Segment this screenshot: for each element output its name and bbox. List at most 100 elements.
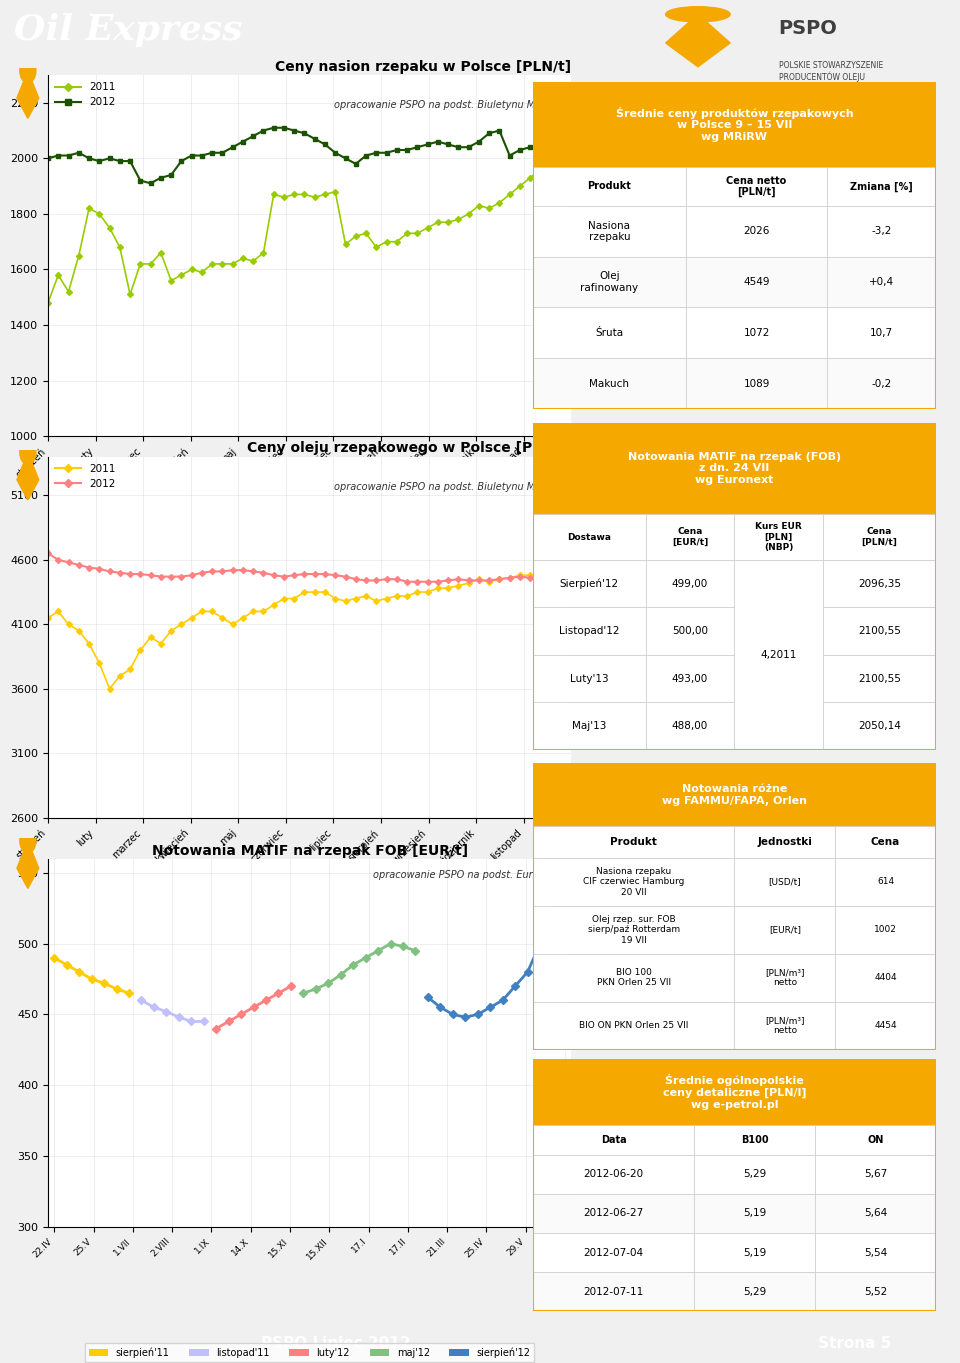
Bar: [734, 514, 823, 560]
Text: Cena: Cena: [871, 837, 900, 846]
Bar: [646, 654, 734, 702]
Bar: [533, 654, 646, 702]
Text: 2012-07-11: 2012-07-11: [584, 1287, 643, 1296]
Text: 499,00: 499,00: [672, 579, 708, 589]
Bar: [815, 1234, 936, 1272]
Bar: [835, 954, 936, 1002]
Bar: [823, 608, 936, 654]
Bar: [533, 166, 686, 206]
Text: Notowania MATIF na rzepak (FOB)
z dn. 24 VII
wg Euronext: Notowania MATIF na rzepak (FOB) z dn. 24…: [628, 451, 841, 485]
Bar: [823, 514, 936, 560]
Bar: [533, 1272, 694, 1311]
Bar: [533, 514, 646, 560]
Text: B100: B100: [741, 1135, 768, 1145]
Text: Cena
[EUR/t]: Cena [EUR/t]: [672, 527, 708, 547]
Bar: [815, 1154, 936, 1194]
Text: Strona 5: Strona 5: [818, 1336, 891, 1352]
Bar: [694, 1272, 815, 1311]
Text: 2012-06-20: 2012-06-20: [584, 1169, 643, 1179]
Bar: [646, 608, 734, 654]
Text: Olej rzep. sur. FOB
sierp/paź Rotterdam
19 VII: Olej rzep. sur. FOB sierp/paź Rotterdam …: [588, 915, 680, 945]
Text: 5,19: 5,19: [743, 1247, 766, 1258]
Circle shape: [665, 7, 731, 22]
Circle shape: [20, 59, 36, 83]
Bar: [533, 608, 646, 654]
Text: Zmiana [%]: Zmiana [%]: [851, 181, 913, 192]
Text: [EUR/t]: [EUR/t]: [769, 925, 801, 934]
Bar: [533, 1154, 694, 1194]
Text: Ceny oleju rzepakowego w Polsce [PLN/t]: Ceny oleju rzepakowego w Polsce [PLN/t]: [248, 442, 571, 455]
Bar: [815, 1194, 936, 1234]
Text: POLSKIE STOWARZYSZENIE
PRODUCENTÓW OLEJU: POLSKIE STOWARZYSZENIE PRODUCENTÓW OLEJU: [779, 61, 883, 82]
Bar: [533, 82, 936, 166]
Bar: [646, 702, 734, 750]
Bar: [828, 206, 936, 256]
Text: Nasiona
rzepaku: Nasiona rzepaku: [588, 221, 631, 243]
Text: Cena netto
[PLN/t]: Cena netto [PLN/t]: [727, 176, 786, 198]
Bar: [694, 1194, 815, 1234]
Text: opracowanie PSPO na podst. Euronext: opracowanie PSPO na podst. Euronext: [373, 870, 561, 879]
Text: 2100,55: 2100,55: [858, 673, 901, 683]
Text: Produkt: Produkt: [611, 837, 657, 846]
Bar: [533, 1002, 734, 1050]
Bar: [823, 702, 936, 750]
Bar: [533, 763, 936, 826]
Bar: [694, 1154, 815, 1194]
Bar: [686, 206, 828, 256]
Text: Notowania różne
wg FAMMU/FAPA, Orlen: Notowania różne wg FAMMU/FAPA, Orlen: [661, 784, 807, 806]
Bar: [533, 206, 686, 256]
Bar: [828, 256, 936, 308]
Text: 1089: 1089: [743, 379, 770, 388]
Bar: [533, 358, 686, 409]
Text: Kurs EUR
[PLN]
(NBP): Kurs EUR [PLN] (NBP): [756, 522, 803, 552]
Text: Oil Express: Oil Express: [14, 14, 243, 46]
Bar: [533, 1194, 694, 1234]
Text: 5,67: 5,67: [864, 1169, 887, 1179]
Text: -3,2: -3,2: [872, 226, 892, 236]
Text: 2012-07-04: 2012-07-04: [584, 1247, 643, 1258]
Bar: [835, 1002, 936, 1050]
Text: opracowanie PSPO na podst. Biuletynu MRiRW: opracowanie PSPO na podst. Biuletynu MRi…: [334, 101, 561, 110]
Text: Sierpień'12: Sierpień'12: [560, 578, 619, 589]
Text: 5,54: 5,54: [864, 1247, 887, 1258]
Text: Ceny nasion rzepaku w Polsce [PLN/t]: Ceny nasion rzepaku w Polsce [PLN/t]: [276, 60, 571, 74]
Text: BIO 100
PKN Orlen 25 VII: BIO 100 PKN Orlen 25 VII: [596, 968, 671, 987]
Text: Nasiona rzepaku
CIF czerwiec Hamburg
20 VII: Nasiona rzepaku CIF czerwiec Hamburg 20 …: [583, 867, 684, 897]
Bar: [646, 514, 734, 560]
Bar: [823, 560, 936, 608]
Text: opracowanie PSPO na podst. Biuletynu MRiRW: opracowanie PSPO na podst. Biuletynu MRi…: [334, 483, 561, 492]
Bar: [646, 560, 734, 608]
Legend: 2011, 2012: 2011, 2012: [53, 462, 118, 491]
Bar: [686, 308, 828, 358]
Polygon shape: [665, 14, 731, 67]
Text: PSPO Lipiec 2012: PSPO Lipiec 2012: [261, 1336, 411, 1352]
Text: 5,52: 5,52: [864, 1287, 887, 1296]
Bar: [734, 826, 835, 857]
Text: 5,29: 5,29: [743, 1287, 766, 1296]
Polygon shape: [17, 841, 38, 889]
Text: [PLN/m³]
netto: [PLN/m³] netto: [765, 1015, 804, 1036]
Text: 10,7: 10,7: [870, 328, 893, 338]
Text: Średnie ceny produktów rzepakowych
w Polsce 9 – 15 VII
wg MRiRW: Średnie ceny produktów rzepakowych w Pol…: [615, 106, 853, 142]
Text: 614: 614: [877, 878, 894, 886]
Bar: [835, 857, 936, 905]
Circle shape: [20, 440, 36, 465]
Bar: [533, 954, 734, 1002]
Bar: [533, 560, 646, 608]
Text: 1002: 1002: [875, 925, 897, 934]
Bar: [823, 654, 936, 702]
Text: Śruta: Śruta: [595, 328, 623, 338]
Text: 4404: 4404: [875, 973, 897, 983]
Bar: [533, 1124, 694, 1154]
Bar: [533, 905, 734, 954]
Text: Luty'13: Luty'13: [570, 673, 609, 683]
Bar: [686, 166, 828, 206]
Text: Olej
rafinowany: Olej rafinowany: [581, 271, 638, 293]
Text: 5,19: 5,19: [743, 1209, 766, 1219]
Text: 5,64: 5,64: [864, 1209, 887, 1219]
Text: 493,00: 493,00: [672, 673, 708, 683]
Text: 2012-06-27: 2012-06-27: [584, 1209, 643, 1219]
Circle shape: [20, 829, 36, 853]
Text: 4,2011: 4,2011: [760, 650, 797, 660]
Bar: [828, 358, 936, 409]
